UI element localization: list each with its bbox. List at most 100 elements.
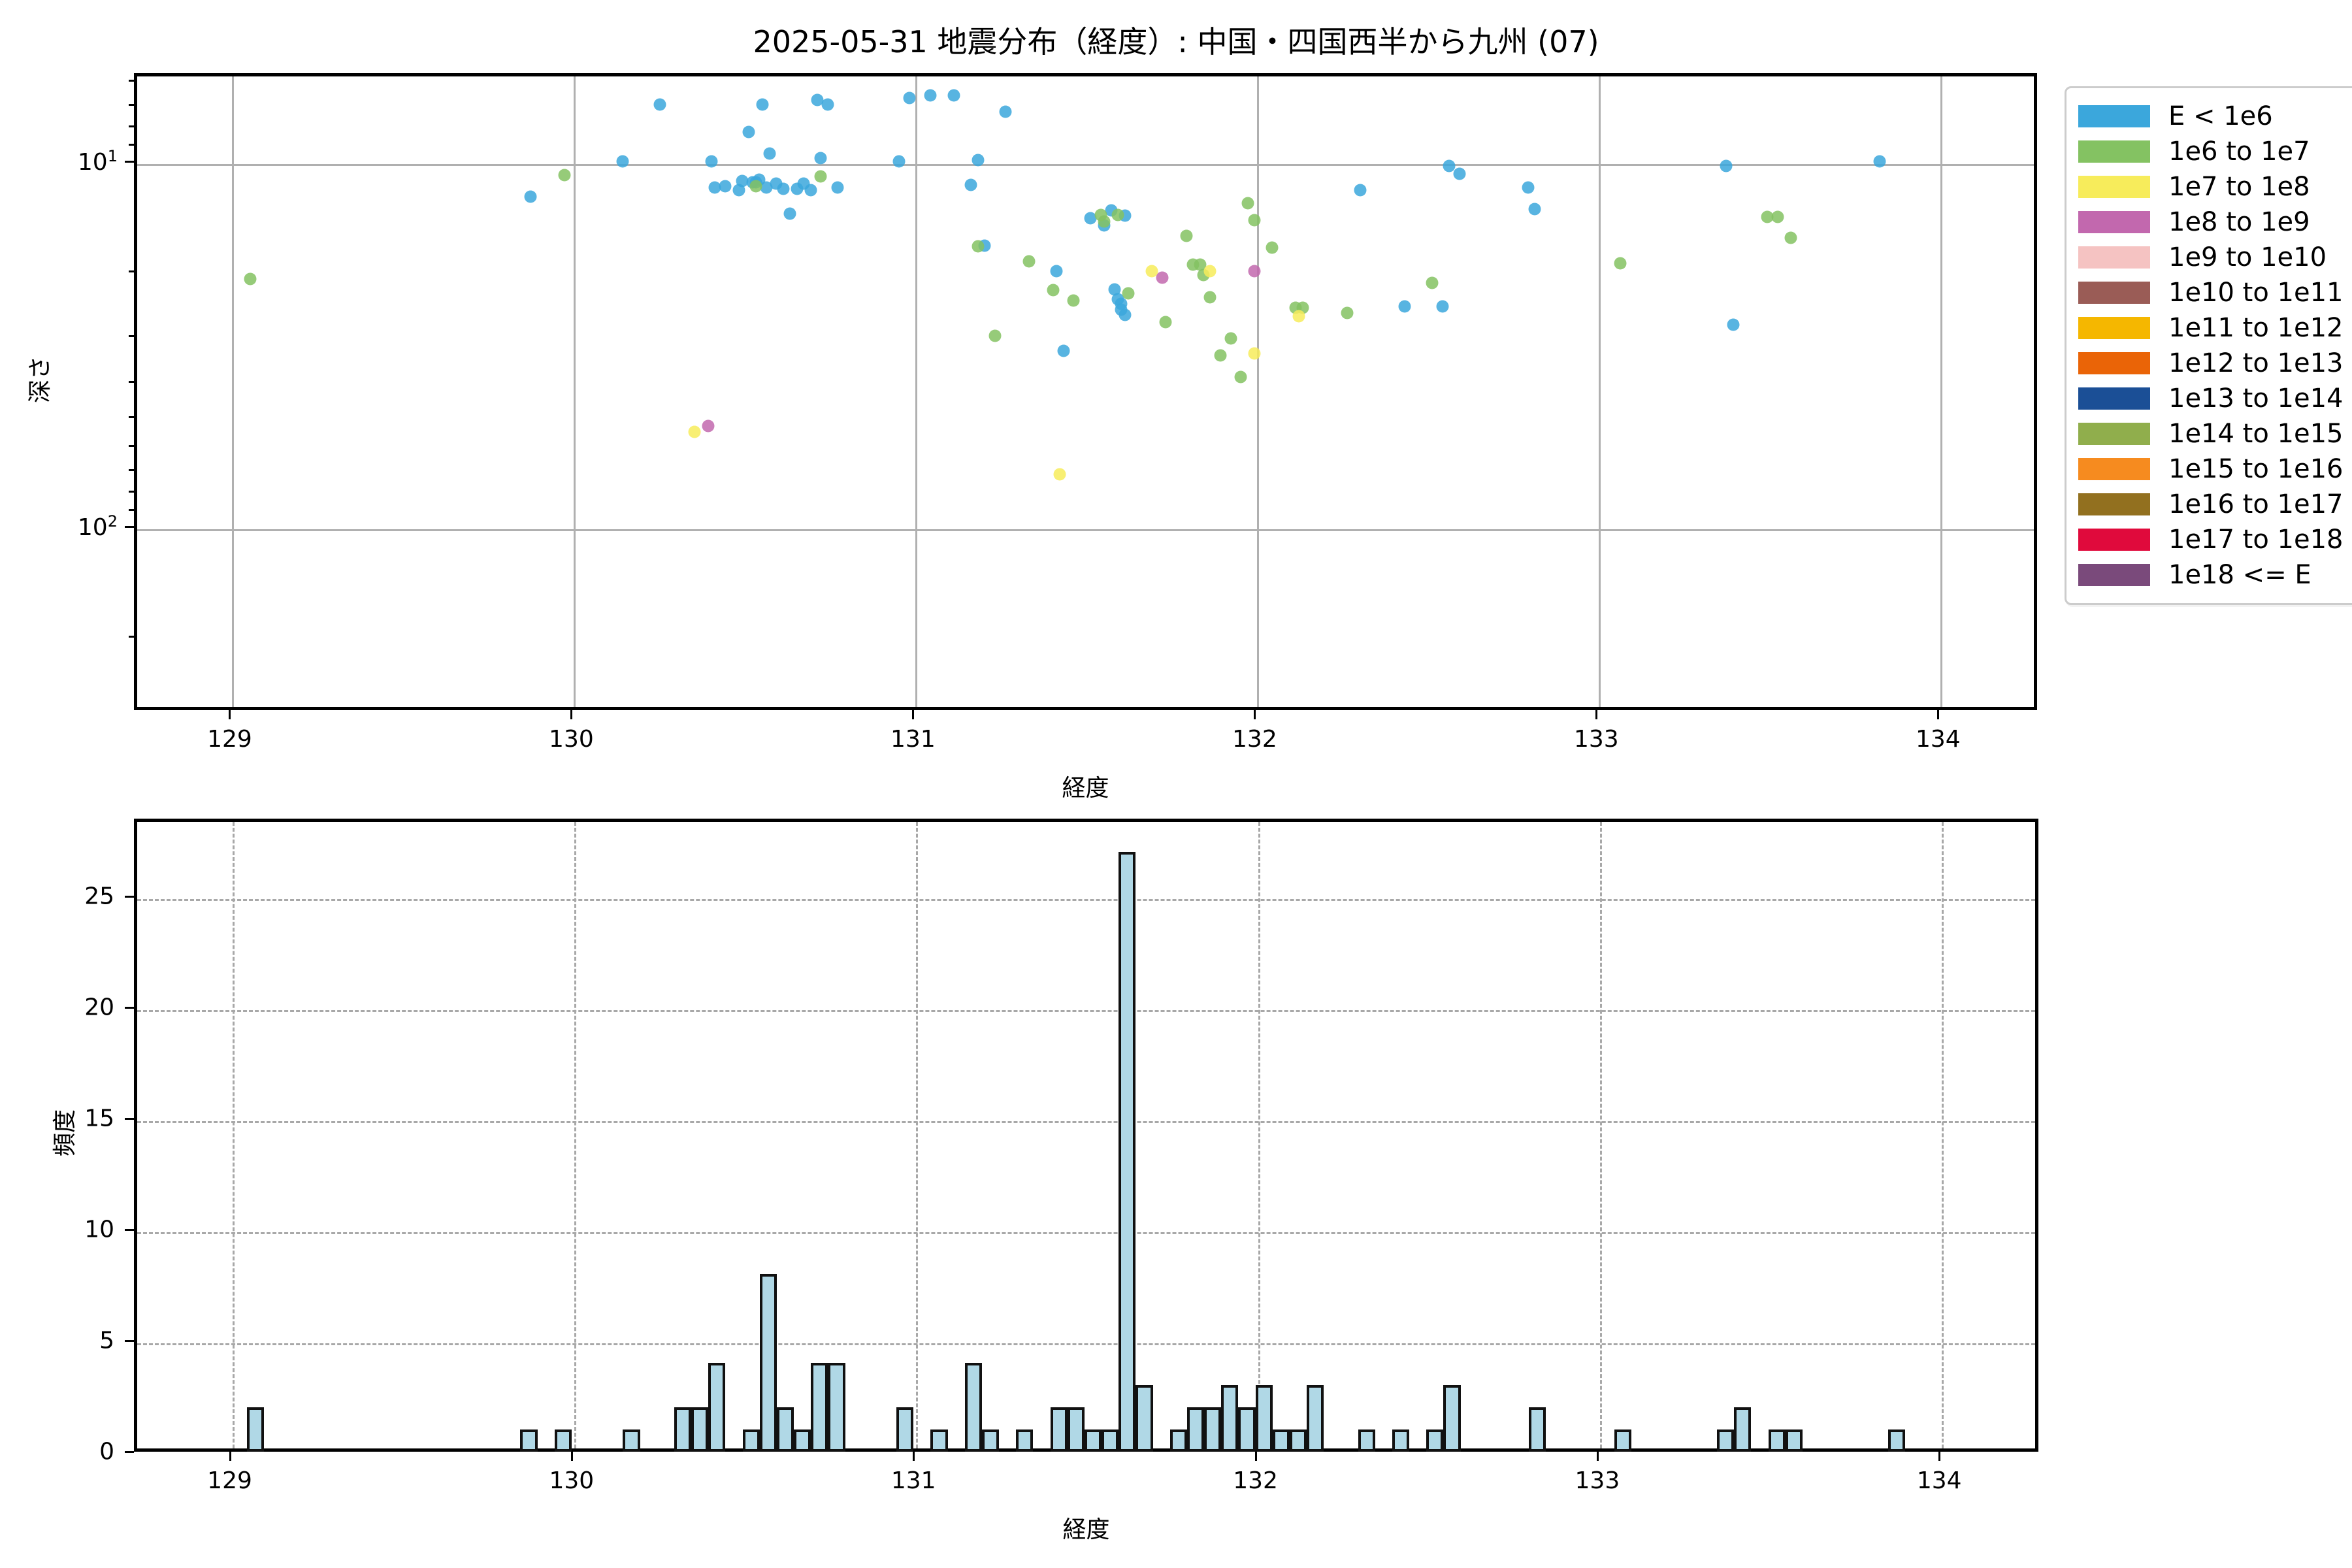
scatter-point	[705, 155, 718, 168]
histogram-y-tick-label: 0	[99, 1438, 114, 1465]
legend-item-label: 1e17 to 1e18	[2168, 525, 2344, 555]
histogram-bar	[964, 1363, 982, 1452]
scatter-x-axis-title: 経度	[1062, 775, 1109, 802]
legend-color-swatch	[2078, 493, 2150, 515]
scatter-point	[1528, 203, 1541, 216]
histogram-bar	[1169, 1429, 1187, 1452]
scatter-x-tick	[1595, 710, 1598, 719]
scatter-point	[1443, 159, 1456, 172]
scatter-point	[1234, 370, 1247, 384]
legend-item[interactable]: 1e18 <= E	[2078, 557, 2344, 593]
scatter-x-tick-label: 134	[1915, 726, 1961, 753]
histogram-bar	[1426, 1429, 1444, 1452]
legend-item[interactable]: 1e16 to 1e17	[2078, 487, 2344, 522]
scatter-point	[1266, 241, 1279, 254]
legend-item[interactable]: 1e6 to 1e7	[2078, 134, 2344, 169]
legend-item[interactable]: E < 1e6	[2078, 99, 2344, 134]
histogram-y-tick	[125, 1340, 134, 1342]
scatter-y-tick	[129, 125, 134, 127]
scatter-point	[814, 152, 827, 165]
scatter-x-tick-label: 133	[1573, 726, 1619, 753]
scatter-point	[688, 425, 701, 438]
scatter-point	[616, 155, 629, 168]
legend-color-swatch	[2078, 564, 2150, 586]
histogram-x-tick-label: 133	[1575, 1467, 1620, 1494]
scatter-point	[708, 181, 721, 194]
histogram-bar	[811, 1363, 828, 1452]
scatter-y-tick	[129, 416, 134, 418]
scatter-point	[811, 93, 824, 106]
scatter-point	[947, 89, 960, 102]
histogram-bar	[930, 1429, 948, 1452]
scatter-point	[1119, 308, 1132, 321]
histogram-y-tick	[125, 1007, 134, 1009]
legend-item[interactable]: 1e14 to 1e15	[2078, 416, 2344, 451]
legend-item[interactable]: 1e13 to 1e14	[2078, 381, 2344, 416]
scatter-point	[1180, 229, 1193, 242]
legend-item[interactable]: 1e9 to 1e10	[2078, 240, 2344, 275]
scatter-point	[1727, 318, 1740, 331]
histogram-y-tick	[125, 896, 134, 898]
legend-color-swatch	[2078, 176, 2150, 198]
scatter-x-tick-label: 131	[890, 726, 936, 753]
scatter-point	[1111, 208, 1124, 221]
histogram-bar	[1289, 1429, 1307, 1452]
histogram-x-tick-label: 132	[1233, 1467, 1278, 1494]
histogram-axes	[134, 819, 2038, 1452]
histogram-bar	[1238, 1407, 1256, 1452]
legend-color-swatch	[2078, 387, 2150, 410]
scatter-point	[760, 181, 772, 194]
scatter-point	[1426, 276, 1439, 289]
scatter-point	[763, 147, 776, 160]
scatter-point	[1784, 231, 1797, 244]
scatter-point	[1108, 283, 1121, 296]
scatter-point	[783, 207, 796, 220]
scatter-y-axis-title: 深さ	[27, 355, 54, 403]
histogram-bar	[1186, 1407, 1205, 1452]
histogram-bar	[1887, 1429, 1905, 1452]
legend-item[interactable]: 1e15 to 1e16	[2078, 451, 2344, 487]
histogram-gridline-vertical	[1942, 822, 1944, 1448]
scatter-point	[702, 419, 715, 433]
scatter-point	[244, 272, 257, 286]
histogram-bar	[1614, 1429, 1632, 1452]
scatter-point	[1761, 210, 1774, 223]
scatter-y-tick-label: 102	[77, 512, 118, 541]
histogram-y-tick	[125, 1229, 134, 1231]
histogram-bar	[1084, 1429, 1102, 1452]
histogram-x-tick	[1254, 1452, 1257, 1461]
histogram-y-tick-label: 15	[84, 1105, 114, 1132]
scatter-gridline-vertical	[1257, 76, 1260, 707]
histogram-bar	[1717, 1429, 1735, 1452]
scatter-y-tick	[129, 380, 134, 383]
legend-item[interactable]: 1e17 to 1e18	[2078, 522, 2344, 557]
histogram-bar	[1135, 1385, 1153, 1452]
scatter-point	[1398, 300, 1411, 313]
histogram-bar	[1358, 1429, 1375, 1452]
legend-item[interactable]: 1e11 to 1e12	[2078, 310, 2344, 346]
scatter-y-tick	[129, 270, 134, 273]
histogram-bar	[708, 1363, 726, 1452]
legend-item[interactable]: 1e8 to 1e9	[2078, 204, 2344, 240]
scatter-point	[1248, 347, 1261, 359]
legend-item[interactable]: 1e12 to 1e13	[2078, 346, 2344, 381]
legend-item[interactable]: 1e7 to 1e8	[2078, 169, 2344, 204]
legend-color-swatch	[2078, 211, 2150, 233]
histogram-bar	[794, 1429, 811, 1452]
legend-item[interactable]: 1e10 to 1e11	[2078, 275, 2344, 310]
histogram-bar	[776, 1407, 794, 1452]
legend-color-swatch	[2078, 352, 2150, 374]
scatter-x-tick	[570, 710, 573, 719]
histogram-gridline-vertical	[232, 822, 235, 1448]
histogram-bar	[1119, 852, 1136, 1452]
legend-item-label: 1e13 to 1e14	[2168, 384, 2344, 414]
scatter-point	[1614, 257, 1627, 270]
histogram-bar	[896, 1407, 914, 1452]
histogram-x-tick-label: 129	[207, 1467, 252, 1494]
scatter-gridline-vertical	[915, 76, 918, 707]
scatter-y-tick	[129, 490, 134, 493]
scatter-point	[777, 182, 790, 195]
histogram-x-tick	[1596, 1452, 1599, 1461]
scatter-point	[924, 89, 937, 102]
